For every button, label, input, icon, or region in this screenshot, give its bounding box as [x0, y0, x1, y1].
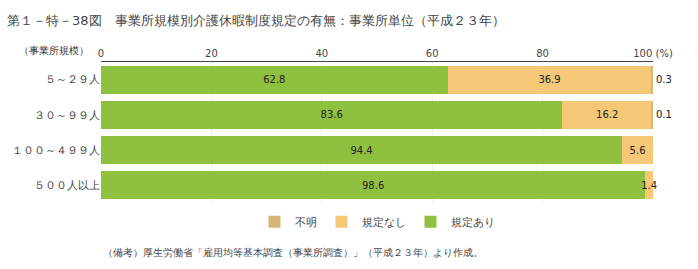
svg-text:94.4: 94.4 — [350, 145, 372, 156]
svg-text:1.4: 1.4 — [641, 180, 657, 191]
svg-text:98.6: 98.6 — [362, 180, 384, 191]
svg-text:（備考）厚生労働省「雇用均等基本調査（事業所調査）」（平成２: （備考）厚生労働省「雇用均等基本調査（事業所調査）」（平成２３年）より作成。 — [103, 247, 483, 258]
svg-text:３０～９９人: ３０～９９人 — [34, 109, 100, 122]
svg-text:60: 60 — [426, 48, 439, 59]
svg-text:100 (%): 100 (%) — [633, 48, 673, 59]
svg-text:0.3: 0.3 — [656, 74, 672, 85]
svg-text:36.9: 36.9 — [538, 74, 560, 85]
svg-text:80: 80 — [536, 48, 549, 59]
svg-text:（事業所規模）: （事業所規模） — [19, 45, 89, 56]
svg-text:５～２９人: ５～２９人 — [45, 73, 100, 86]
svg-text:0: 0 — [98, 48, 104, 59]
svg-text:83.6: 83.6 — [321, 109, 343, 120]
svg-text:16.2: 16.2 — [596, 109, 618, 120]
svg-text:不明: 不明 — [295, 216, 317, 229]
svg-text:0.1: 0.1 — [656, 109, 672, 120]
svg-text:規定なし: 規定なし — [362, 216, 406, 229]
svg-text:第１－特－38図 事業所規模別介護休暇制度規定の有無：事業所: 第１－特－38図 事業所規模別介護休暇制度規定の有無：事業所単位（平成２３年） — [7, 13, 505, 28]
svg-text:62.8: 62.8 — [263, 74, 285, 85]
svg-text:規定あり: 規定あり — [451, 216, 495, 229]
svg-text:5.6: 5.6 — [630, 145, 646, 156]
svg-text:20: 20 — [205, 48, 218, 59]
svg-text:40: 40 — [315, 48, 328, 59]
svg-text:５００人以上: ５００人以上 — [34, 179, 100, 192]
svg-text:１００～４９９人: １００～４９９人 — [12, 144, 100, 157]
